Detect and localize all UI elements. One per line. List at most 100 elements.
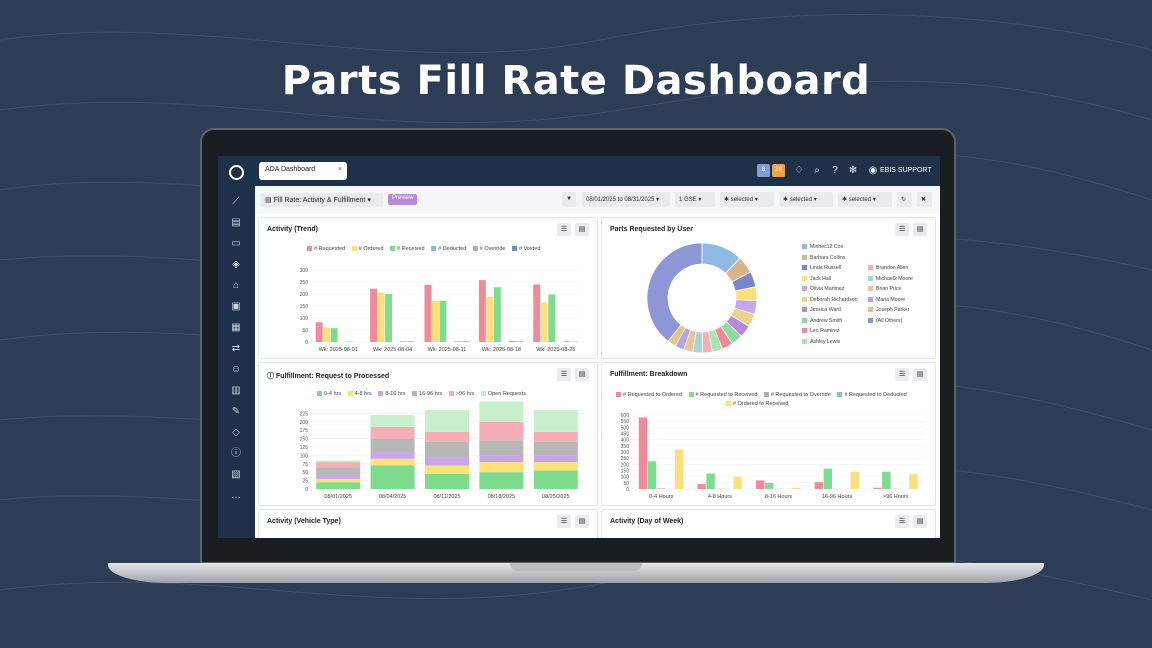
bar [638, 417, 648, 489]
stacked-bar-segment [316, 482, 361, 489]
legend-item: Barbara Collins [802, 255, 845, 261]
legend-label: # Ordered to Received [733, 401, 789, 407]
report-select-label: Fill Rate: Activity & Fulfillment [273, 197, 366, 204]
stacked-bar-segment [370, 438, 415, 453]
export-icon[interactable]: ▤ [575, 368, 589, 381]
help-icon[interactable]: ? [832, 165, 838, 176]
list-icon[interactable]: ☰ [557, 515, 571, 528]
legend-breakdown: # Requested to Ordered # Requested to Re… [616, 391, 926, 409]
x-tick-label: 08/04/2025 [379, 494, 407, 500]
bar [706, 473, 715, 489]
search-icon[interactable]: ⌕ [814, 165, 820, 176]
legend-swatch [802, 338, 807, 344]
export-icon[interactable]: ▤ [913, 515, 927, 528]
refresh-icon[interactable]: ↻ [897, 192, 912, 207]
list-icon[interactable]: ☰ [895, 223, 909, 236]
legend-label: Deborah Richardson [810, 296, 858, 303]
stacked-bar-segment [316, 460, 361, 463]
list-icon[interactable]: ☰ [557, 368, 571, 381]
y-tick-label: 250 [300, 280, 309, 286]
panel-title-user: Parts Requested by User [610, 226, 693, 233]
wrench-icon[interactable]: ✎ [231, 406, 241, 417]
bar [385, 294, 392, 342]
warehouse-icon[interactable]: ▥ [231, 385, 241, 396]
legend-label: 8-16 hrs [385, 391, 406, 397]
date-range-label: 08/01/2025 to 08/31/2025 [586, 197, 655, 203]
list-icon[interactable]: ☰ [895, 368, 909, 381]
clipboard-icon[interactable]: ▦ [231, 322, 241, 333]
filter-icon[interactable]: ▼ [562, 192, 576, 207]
vehicle-icon[interactable]: ▣ [231, 301, 241, 312]
list-icon[interactable]: ☰ [557, 223, 571, 236]
stacked-bar-segment [316, 462, 361, 468]
legend-label: # Voided [518, 246, 541, 252]
filter-select-1[interactable]: ✱ selected ▾ [720, 192, 774, 207]
gear-icon[interactable]: ✻ [848, 165, 858, 176]
panel-request-to-processed: ⓘ Fulfillment: Request to Processed ☰ ▤ … [258, 362, 598, 506]
shield-icon[interactable]: ◇ [232, 427, 240, 438]
tab-ada-dashboard[interactable]: ADA Dashboard × [259, 162, 347, 180]
y-tick-label: 200 [300, 420, 309, 426]
legend-label: 4-8 hrs [354, 391, 372, 397]
filter-select-3[interactable]: ✱ selected ▾ [838, 192, 892, 207]
export-icon[interactable]: ▤ [575, 223, 589, 236]
tab-close-icon[interactable]: × [337, 166, 342, 173]
y-tick-label: 500 [621, 425, 630, 431]
more-icon[interactable]: … [231, 490, 241, 501]
legend-item: (All Others) [868, 318, 902, 324]
bar [454, 341, 462, 342]
x-tick-label: 08/11/2025 [433, 494, 460, 500]
stacked-bar-segment [479, 401, 524, 422]
legend-swatch [868, 317, 873, 323]
user-name[interactable]: EBIS SUPPORT [880, 167, 932, 174]
report-icon[interactable]: ▧ [231, 469, 241, 480]
legend-label: # Requested to Override [770, 392, 831, 398]
user-icon[interactable]: ◉ [868, 165, 878, 176]
document-icon[interactable]: ▤ [231, 217, 241, 228]
engine-icon[interactable]: ◈ [232, 259, 240, 270]
donut-slice [646, 242, 703, 342]
export-icon[interactable]: ▤ [913, 223, 927, 236]
y-tick-label: 200 [621, 462, 630, 468]
y-tick-label: 0 [626, 487, 629, 493]
transfer-icon[interactable]: ⇄ [231, 343, 241, 354]
stacked-bar-segment [425, 465, 469, 474]
legend-label: # Received [397, 246, 425, 252]
y-tick-label: 450 [621, 432, 630, 438]
legend-swatch [868, 265, 873, 271]
bar [330, 328, 338, 342]
app-screen: ⟋ ▤ ▭ ◈ ⌂ ▣ ▦ ⇄ ☺ ▥ ✎ ◇ ⓘ ▧ … ADA Dashbo… [218, 156, 940, 538]
list-icon[interactable]: ☰ [895, 515, 909, 528]
info-icon[interactable]: ⓘ [231, 448, 241, 459]
gse-select[interactable]: 1 GSE ▾ [675, 192, 715, 207]
app-logo[interactable] [229, 165, 244, 180]
badge-b[interactable]: 28 [772, 164, 785, 177]
trend-icon[interactable]: ⟋ [232, 196, 240, 207]
x-tick-label: 16-96 Hours [822, 494, 853, 500]
bar [656, 488, 666, 489]
export-icon[interactable]: ▤ [913, 368, 927, 381]
filter-select-2[interactable]: ✱ selected ▾ [779, 192, 833, 207]
filter-3-label: selected [848, 197, 872, 203]
legend-swatch [868, 286, 873, 292]
y-tick-label: 250 [621, 456, 630, 462]
fullscreen-icon[interactable]: ✖ [917, 192, 932, 207]
users-icon[interactable]: ☺ [230, 364, 242, 375]
truck-icon[interactable]: ▭ [231, 238, 241, 249]
stacked-bar-segment [479, 462, 524, 473]
date-range-select[interactable]: 08/01/2025 to 08/31/2025 ▾ [582, 192, 670, 207]
legend-label: # Requested to Received [695, 392, 758, 398]
report-select[interactable]: ▤ Fill Rate: Activity & Fulfillment ▾ [261, 193, 383, 207]
info-icon[interactable]: ⓘ [267, 373, 276, 380]
x-tick-label: 08/25/2025 [542, 494, 570, 500]
legend-label: Barbara Collins [810, 254, 846, 261]
legend-swatch [802, 286, 807, 292]
y-tick-label: 0 [305, 340, 308, 346]
bell-icon[interactable]: ♢ [794, 165, 804, 176]
x-tick-label: 08/18/2025 [488, 494, 516, 500]
x-tick-label: 8-16 Hours [765, 494, 792, 500]
app-sidebar: ⟋ ▤ ▭ ◈ ⌂ ▣ ▦ ⇄ ☺ ▥ ✎ ◇ ⓘ ▧ … [218, 156, 255, 538]
garage-icon[interactable]: ⌂ [232, 280, 240, 291]
export-icon[interactable]: ▤ [575, 515, 589, 528]
badge-a[interactable]: 8 [757, 164, 770, 177]
